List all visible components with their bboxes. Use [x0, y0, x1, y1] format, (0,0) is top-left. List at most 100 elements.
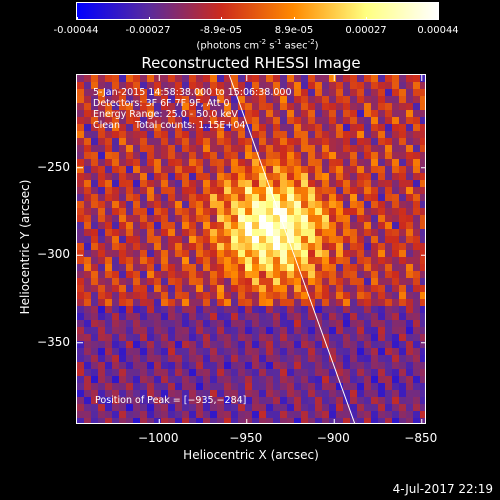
heatmap-cell	[413, 201, 421, 209]
heatmap-cell	[98, 257, 106, 265]
heatmap-cell	[161, 236, 169, 244]
heatmap-cell	[350, 376, 358, 384]
heatmap-cell	[210, 285, 218, 293]
heatmap-cell	[105, 404, 113, 412]
heatmap-cell	[182, 278, 190, 286]
heatmap-cell	[217, 327, 225, 335]
heatmap-cell	[399, 201, 407, 209]
heatmap-cell	[77, 299, 85, 307]
heatmap-cell	[168, 369, 176, 377]
heatmap-cell	[182, 292, 190, 300]
heatmap-cell	[392, 264, 400, 272]
heatmap-cell	[175, 313, 183, 321]
heatmap-cell	[140, 278, 148, 286]
heatmap-cell	[112, 397, 120, 405]
heatmap-cell	[91, 117, 99, 125]
heatmap-cell	[98, 124, 106, 132]
heatmap-cell	[77, 404, 85, 412]
heatmap-cell	[224, 208, 232, 216]
heatmap-cell	[77, 327, 85, 335]
heatmap-cell	[329, 369, 337, 377]
heatmap-cell	[294, 75, 302, 83]
heatmap-cell	[98, 208, 106, 216]
heatmap-cell	[385, 208, 393, 216]
heatmap-cell	[420, 278, 425, 286]
heatmap-cell	[231, 313, 239, 321]
heatmap-cell	[182, 117, 190, 125]
heatmap-cell	[385, 131, 393, 139]
heatmap-cell	[133, 411, 141, 419]
heatmap-cell	[392, 278, 400, 286]
heatmap-cell	[91, 194, 99, 202]
heatmap-cell	[147, 404, 155, 412]
heatmap-cell	[301, 411, 309, 419]
heatmap-cell	[280, 124, 288, 132]
heatmap-cell	[84, 138, 92, 146]
colorbar-tick	[294, 17, 295, 19]
heatmap-cell	[203, 306, 211, 314]
heatmap-cell	[399, 131, 407, 139]
heatmap-cell	[112, 243, 120, 251]
heatmap-cell	[273, 208, 281, 216]
heatmap-cell	[224, 355, 232, 363]
heatmap-cell	[301, 362, 309, 370]
heatmap-cell	[252, 299, 260, 307]
heatmap-cell	[119, 131, 127, 139]
heatmap-cell	[413, 187, 421, 195]
heatmap-cell	[175, 334, 183, 342]
heatmap-cell	[287, 418, 295, 423]
heatmap-cell	[364, 418, 372, 423]
heatmap-cell	[224, 383, 232, 391]
heatmap-cell	[385, 355, 393, 363]
heatmap-cell	[336, 348, 344, 356]
heatmap-cell	[273, 278, 281, 286]
heatmap-cell	[126, 348, 134, 356]
heatmap-cell	[420, 299, 425, 307]
heatmap-cell	[273, 292, 281, 300]
heatmap-cell	[182, 383, 190, 391]
heatmap-cell	[154, 404, 162, 412]
x-tick-label: −850	[404, 431, 438, 445]
heatmap-cell	[224, 341, 232, 349]
heatmap-cell	[112, 145, 120, 153]
heatmap-cell	[294, 397, 302, 405]
heatmap-cell	[329, 194, 337, 202]
heatmap-cell	[322, 124, 330, 132]
heatmap-cell	[84, 82, 92, 90]
heatmap-cell	[287, 334, 295, 342]
heatmap-cell	[420, 313, 425, 321]
heatmap-cell	[217, 131, 225, 139]
heatmap-cell	[231, 341, 239, 349]
heatmap-cell	[238, 201, 246, 209]
heatmap-cell	[182, 159, 190, 167]
heatmap-cell	[196, 138, 204, 146]
heatmap-cell	[308, 96, 316, 104]
heatmap-cell	[287, 264, 295, 272]
heatmap-cell	[84, 327, 92, 335]
heatmap-cell	[98, 299, 106, 307]
heatmap-cell	[336, 341, 344, 349]
heatmap-cell	[245, 306, 253, 314]
heatmap-cell	[364, 180, 372, 188]
heatmap-cell	[126, 404, 134, 412]
heatmap-cell	[280, 75, 288, 83]
heatmap-cell	[119, 201, 127, 209]
heatmap-cell	[420, 166, 425, 174]
heatmap-cell	[252, 250, 260, 258]
heatmap-cell	[336, 89, 344, 97]
heatmap-cell	[112, 110, 120, 118]
heatmap-cell	[245, 362, 253, 370]
heatmap-cell	[336, 397, 344, 405]
heatmap-cell	[378, 383, 386, 391]
heatmap-cell	[287, 299, 295, 307]
heatmap-cell	[371, 355, 379, 363]
heatmap-cell	[231, 257, 239, 265]
heatmap-cell	[238, 243, 246, 251]
heatmap-cell	[77, 243, 85, 251]
time-range-text: 5-Jan-2015 14:58:38.000 to 15:06:38.000	[93, 87, 292, 98]
heatmap-cell	[119, 82, 127, 90]
heatmap-cell	[119, 208, 127, 216]
heatmap-cell	[259, 313, 267, 321]
heatmap-cell	[112, 264, 120, 272]
heatmap-cell	[399, 285, 407, 293]
